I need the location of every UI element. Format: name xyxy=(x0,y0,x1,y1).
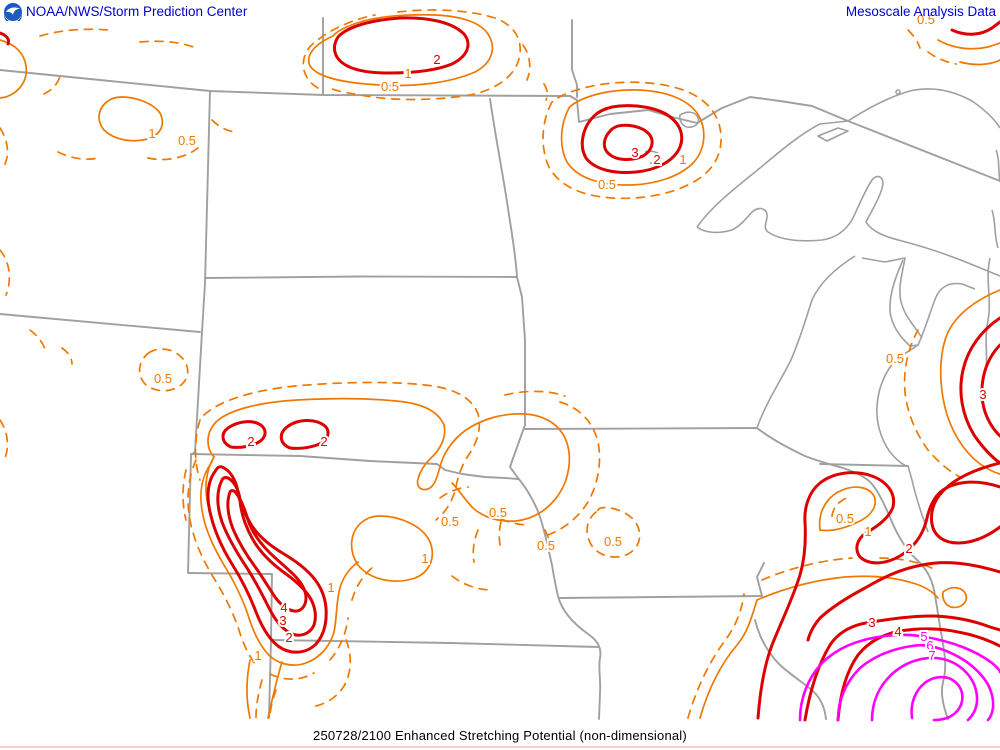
contour-label: 0.5 xyxy=(886,351,904,366)
contour-label: 2 xyxy=(285,630,292,645)
contour-label: 1 xyxy=(680,152,687,167)
contours-magenta xyxy=(798,633,1000,722)
contour-label: 4 xyxy=(894,624,901,639)
contour-label: 0.5 xyxy=(917,12,935,27)
contour-label: 1 xyxy=(404,66,411,81)
contour-label: 2 xyxy=(433,52,440,67)
contour-label: 2 xyxy=(320,434,327,449)
contour-label: 2 xyxy=(247,434,254,449)
contour-label: 1 xyxy=(421,551,428,566)
bottom-rule xyxy=(0,746,1000,748)
contours-0p5-dashed xyxy=(0,9,963,719)
contour-label: 2 xyxy=(653,152,660,167)
contour-label: 0.5 xyxy=(489,505,507,520)
contour-label: 1 xyxy=(327,580,334,595)
contour-label: 1 xyxy=(864,524,871,539)
map-caption: 250728/2100 Enhanced Stretching Potentia… xyxy=(313,728,687,743)
contour-label: 5 xyxy=(920,629,927,644)
contour-label: 0.5 xyxy=(598,177,616,192)
contours-1-solid xyxy=(0,13,1000,719)
contour-label: 3 xyxy=(631,145,638,160)
site-title: NOAA/NWS/Storm Prediction Center xyxy=(26,4,248,19)
contour-label: 6 xyxy=(926,638,933,653)
contour-label: 3 xyxy=(979,387,986,402)
contour-label: 3 xyxy=(279,613,286,628)
contour-label: 0.5 xyxy=(178,133,196,148)
contour-label: 1 xyxy=(679,152,686,167)
contour-label: 0.5 xyxy=(537,538,555,553)
contour-label: 1 xyxy=(148,126,155,141)
contour-label: 0.5 xyxy=(154,371,172,386)
product-title: Mesoscale Analysis Data xyxy=(845,4,996,19)
contour-labels: 0.5 0.5 1 1 0.5 0.5 0.5 1 0.5 0.5 0.5 0.5 1 1 1 0.5 0.5 1… xyxy=(146,10,988,665)
contour-label: 0.5 xyxy=(381,79,399,94)
contour-label: 0.5 xyxy=(604,534,622,549)
contour-label: 3 xyxy=(868,615,875,630)
contour-label: 7 xyxy=(928,648,935,663)
contours-red xyxy=(0,16,1000,722)
contour-label: 1 xyxy=(254,648,261,663)
state-borders xyxy=(0,17,1000,720)
contour-label: 0.5 xyxy=(836,511,854,526)
contour-label: 2 xyxy=(905,541,912,556)
contour-label: 0.5 xyxy=(441,514,459,529)
contour-label: 4 xyxy=(280,600,287,615)
noaa-logo xyxy=(4,3,22,21)
